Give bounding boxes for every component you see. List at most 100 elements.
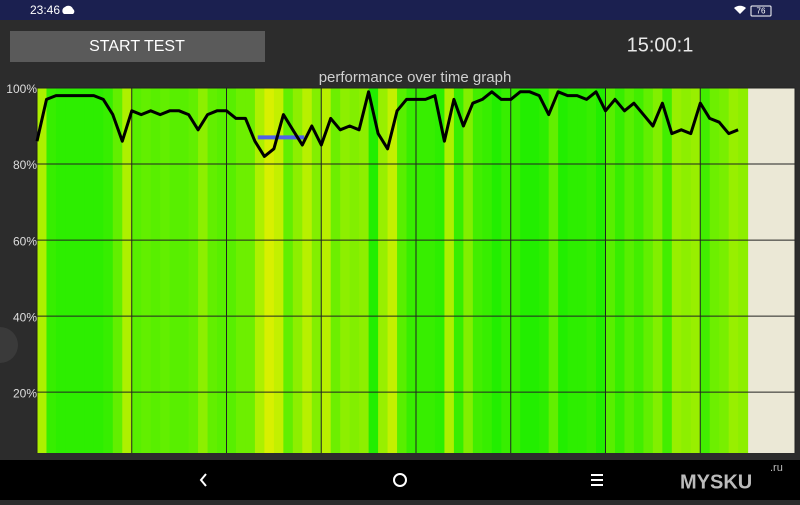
performance-band	[728, 88, 739, 453]
performance-band	[690, 88, 701, 453]
performance-band	[330, 88, 341, 453]
performance-band	[700, 88, 711, 453]
performance-band	[510, 88, 521, 453]
performance-band	[577, 88, 588, 453]
performance-band	[416, 88, 426, 453]
performance-band	[74, 88, 85, 453]
performance-band	[207, 88, 218, 453]
performance-band	[283, 88, 294, 453]
performance-band	[586, 88, 597, 453]
y-tick-label: 80%	[13, 158, 37, 172]
performance-band	[84, 88, 95, 453]
performance-band	[738, 88, 749, 453]
performance-band	[472, 88, 483, 453]
side-tool[interactable]	[0, 327, 18, 363]
performance-band	[605, 88, 616, 453]
performance-band	[217, 88, 227, 453]
chart-title: performance over time graph	[319, 69, 512, 86]
performance-band	[93, 88, 104, 453]
performance-band	[378, 88, 389, 453]
performance-band	[160, 88, 171, 453]
nav-back[interactable]	[199, 473, 207, 487]
performance-band	[235, 88, 246, 453]
performance-band	[387, 88, 398, 453]
performance-band	[103, 88, 114, 453]
battery-icon	[750, 5, 772, 17]
performance-band	[264, 88, 275, 453]
performance-band	[596, 88, 606, 453]
wifi-icon	[734, 5, 746, 14]
performance-band	[624, 88, 635, 453]
performance-band	[368, 88, 379, 453]
y-tick-label: 60%	[13, 234, 37, 248]
performance-band	[141, 88, 152, 453]
performance-band	[614, 88, 625, 453]
performance-band	[122, 88, 133, 453]
battery-level: 76	[757, 7, 766, 16]
y-tick-label: 20%	[13, 386, 37, 400]
performance-band	[55, 88, 66, 453]
performance-band	[169, 88, 180, 453]
start-button-label[interactable]: START TEST	[89, 38, 185, 55]
performance-band	[652, 88, 663, 453]
status-time: 23:46	[30, 3, 60, 17]
performance-band	[671, 88, 682, 453]
performance-band	[453, 88, 464, 453]
weather-icon	[62, 5, 75, 14]
performance-band	[37, 88, 47, 453]
performance-band	[131, 88, 142, 453]
performance-band	[633, 88, 644, 453]
performance-band	[302, 88, 313, 453]
performance-band	[719, 88, 730, 453]
performance-band	[245, 88, 256, 453]
performance-band	[558, 88, 569, 453]
performance-band	[254, 88, 265, 453]
performance-band	[482, 88, 493, 453]
nav-bar	[0, 460, 800, 500]
nav-menu[interactable]	[591, 474, 603, 486]
performance-band	[463, 88, 474, 453]
performance-band	[643, 88, 654, 453]
performance-band	[349, 88, 360, 453]
start-button[interactable]	[10, 31, 265, 62]
timer: 15:00:1	[627, 34, 694, 56]
watermark-suffix: .ru	[770, 462, 783, 474]
performance-band	[567, 88, 578, 453]
performance-band	[662, 88, 673, 453]
watermark: MYSKU	[680, 471, 752, 493]
performance-band	[46, 88, 57, 453]
performance-band	[179, 88, 190, 453]
performance-band	[292, 88, 303, 453]
performance-band	[112, 88, 123, 453]
performance-band	[501, 88, 512, 453]
performance-band	[529, 88, 540, 453]
performance-band	[425, 88, 436, 453]
nav-home[interactable]	[393, 473, 407, 487]
performance-line	[35, 90, 739, 158]
status-bar	[0, 0, 800, 20]
performance-band	[321, 88, 332, 453]
performance-band	[709, 88, 720, 453]
performance-band	[406, 88, 417, 453]
performance-band	[434, 88, 445, 453]
performance-band	[226, 88, 237, 453]
performance-band	[548, 88, 559, 453]
performance-band	[311, 88, 322, 453]
performance-band	[340, 88, 351, 453]
performance-band	[273, 88, 284, 453]
performance-band	[444, 88, 455, 453]
y-tick-label: 40%	[13, 310, 37, 324]
performance-band	[150, 88, 161, 453]
performance-band	[359, 88, 370, 453]
performance-band	[491, 88, 502, 453]
performance-band	[681, 88, 692, 453]
y-tick-label: 100%	[6, 82, 37, 96]
performance-band	[539, 88, 550, 453]
performance-band	[520, 88, 531, 453]
performance-band	[65, 88, 76, 453]
performance-band	[397, 88, 408, 453]
performance-band	[198, 88, 209, 453]
performance-band	[188, 88, 199, 453]
